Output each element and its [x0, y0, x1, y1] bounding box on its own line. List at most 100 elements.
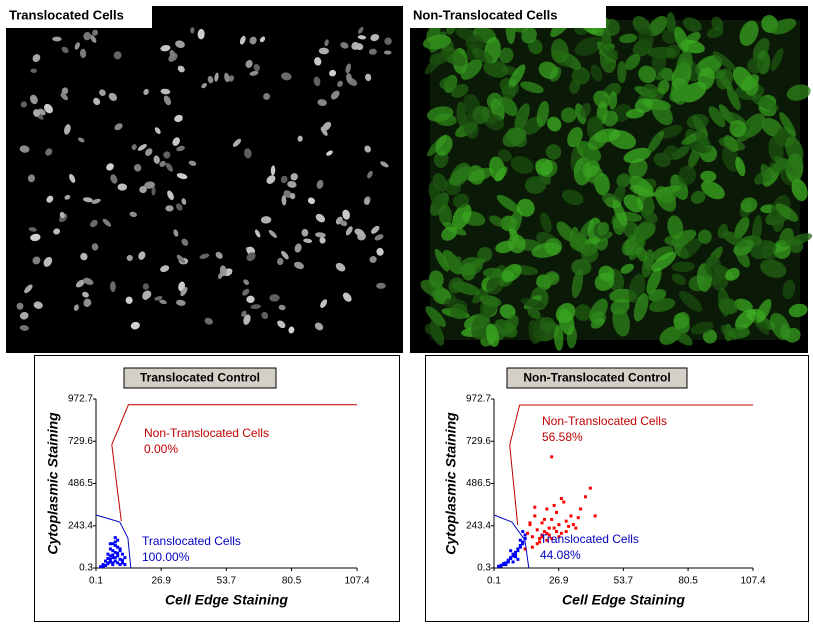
point [504, 561, 508, 565]
cell [483, 59, 509, 78]
point [106, 552, 110, 556]
chart: Non-Translocated Control 0.3 243.4 486.5 729… [443, 367, 766, 608]
point [564, 519, 568, 523]
nucleus [29, 94, 38, 105]
cell [661, 28, 678, 44]
image-title: Translocated Cells [9, 7, 124, 22]
cell [535, 158, 554, 176]
cell [617, 60, 627, 84]
nucleus [91, 243, 99, 251]
cell [697, 229, 712, 244]
point [545, 507, 549, 511]
nucleus [335, 262, 346, 272]
cell [671, 329, 693, 346]
point [552, 503, 556, 507]
cell [751, 94, 779, 111]
nucleus [144, 181, 155, 189]
point [530, 545, 534, 549]
nucleus [175, 40, 185, 48]
cell [673, 312, 690, 329]
cell [602, 18, 620, 36]
nucleus [19, 325, 29, 331]
cell [718, 287, 731, 317]
nucleus [30, 233, 41, 242]
cell [623, 194, 644, 213]
cell [726, 86, 741, 111]
nucleus [93, 97, 101, 106]
cell [459, 258, 486, 275]
nucleus [249, 36, 257, 45]
cell [690, 190, 706, 204]
y-tick-label: 729.6 [68, 436, 93, 447]
cell [708, 106, 726, 128]
cell [734, 216, 750, 239]
point [113, 550, 117, 554]
cell [501, 84, 516, 100]
nucleus [59, 211, 66, 219]
point [533, 514, 537, 518]
nucleus [242, 288, 250, 296]
cell [626, 108, 645, 119]
nucleus [137, 144, 147, 151]
cell [462, 114, 479, 139]
image-content [16, 26, 392, 334]
nucleus [142, 283, 149, 290]
cell [547, 116, 562, 132]
point [569, 514, 573, 518]
cell [651, 50, 667, 75]
x-tick-label: 0.1 [487, 576, 501, 587]
cell [510, 156, 534, 174]
cell [424, 323, 441, 336]
cell [647, 130, 664, 154]
x-tick-label: 80.5 [282, 576, 302, 587]
point [567, 524, 571, 528]
charts: Translocated Control 0.3 243.4 486.5 729.6 97… [45, 367, 766, 608]
cell [574, 36, 603, 56]
nucleus [82, 197, 94, 203]
nucleus [160, 45, 171, 52]
cell [702, 329, 717, 344]
image-panel [6, 6, 403, 353]
point [511, 560, 515, 564]
nucleus [77, 137, 85, 143]
nucleus [90, 219, 98, 228]
point [523, 537, 527, 541]
y-tick-label: 729.6 [466, 436, 491, 447]
point [513, 555, 517, 559]
point [535, 528, 539, 532]
nucleus [64, 124, 71, 135]
point [108, 557, 112, 561]
x-tick-label: 0.1 [89, 576, 103, 587]
cell [516, 198, 535, 217]
cell [666, 12, 676, 34]
cell [545, 144, 562, 160]
cell [723, 135, 739, 152]
cell [573, 157, 592, 186]
point [123, 556, 127, 560]
chart-title: Translocated Control [140, 371, 260, 385]
nucleus [371, 225, 380, 234]
cell [496, 194, 520, 213]
nucleus [268, 229, 277, 238]
nucleus [173, 229, 179, 237]
point [108, 547, 112, 551]
y-tick-label: 243.4 [466, 520, 491, 531]
nucleus [126, 254, 133, 262]
nucleus [232, 138, 242, 147]
nucleus [46, 195, 54, 203]
cell [739, 20, 759, 46]
cell [501, 263, 522, 282]
cell [612, 307, 630, 337]
point [550, 517, 554, 521]
point [540, 535, 544, 539]
nucleus [261, 311, 269, 320]
nucleus [374, 234, 384, 241]
cell [640, 209, 658, 223]
cell [770, 48, 784, 72]
point [99, 565, 103, 569]
cell [686, 113, 709, 130]
cell [471, 312, 491, 340]
cell [432, 173, 448, 192]
cell [484, 113, 505, 131]
nucleus [169, 50, 176, 58]
